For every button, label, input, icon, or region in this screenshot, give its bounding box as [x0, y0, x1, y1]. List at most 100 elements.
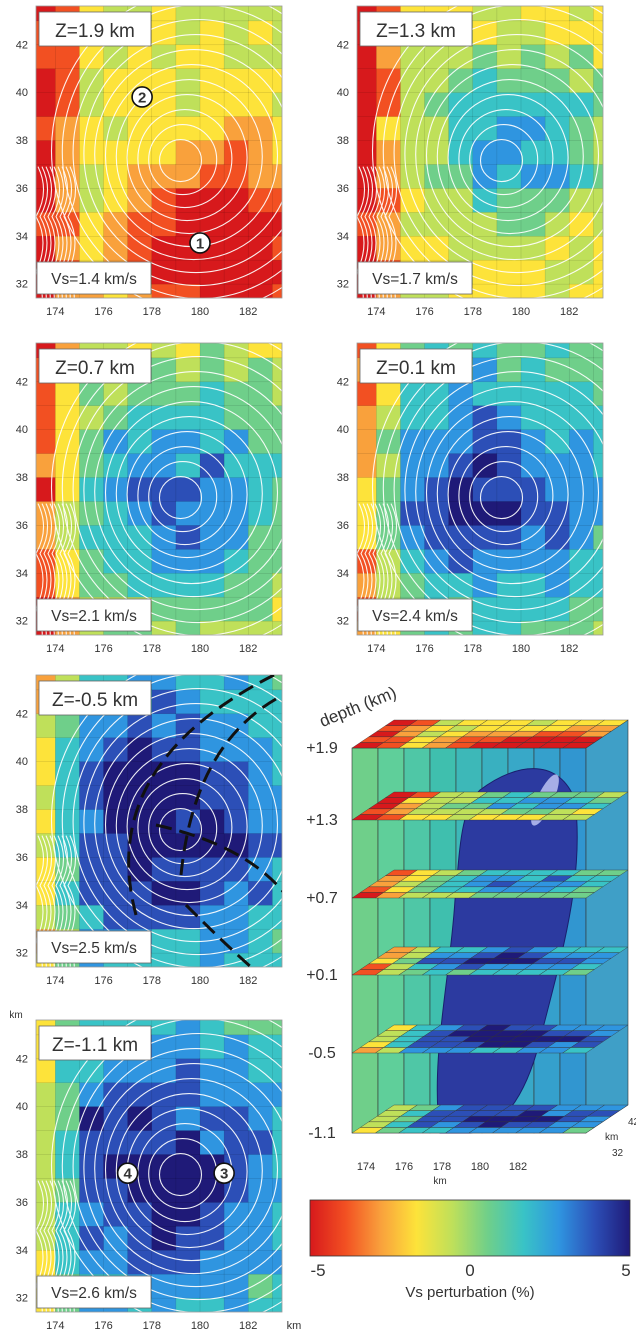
heatmap-cell [568, 6, 595, 22]
heatmap-cell [593, 6, 603, 22]
x-tick-label: 174 [46, 306, 64, 318]
heatmap-cell [127, 404, 153, 430]
heatmap-cell [175, 139, 201, 165]
slice-cell [595, 1104, 629, 1111]
caldera-rim-line [155, 823, 282, 893]
heatmap-cell [175, 880, 201, 906]
heatmap-cell [151, 404, 177, 430]
heatmap-cell [496, 452, 522, 478]
x-tick-label: 182 [239, 643, 257, 655]
heatmap-cell [568, 524, 595, 550]
vs-label: Vs=1.4 km/s [36, 261, 152, 295]
colorbar-min-label: -5 [310, 1261, 325, 1280]
heatmap-cell [593, 343, 603, 359]
heatmap-cell [247, 500, 274, 526]
heatmap-cell [55, 713, 81, 738]
heatmap-cell [199, 1297, 225, 1312]
heatmap-cell [79, 1105, 105, 1131]
heatmap-cell [520, 6, 546, 22]
heatmap-cell [127, 736, 153, 762]
x-tick-label: 178 [143, 643, 161, 655]
vs-label-box [36, 598, 152, 632]
heatmap-cell [272, 1153, 282, 1179]
heatmap-cell [357, 428, 378, 454]
heatmap-cell [272, 928, 282, 954]
y-tick-label: 32 [337, 279, 349, 291]
heatmap-cell [79, 139, 105, 165]
heatmap-cell [376, 115, 402, 141]
vs-label: Vs=2.6 km/s [36, 1275, 152, 1309]
y-tick-label: 40 [337, 424, 349, 436]
heatmap-cell [544, 67, 570, 93]
heatmap-cell [272, 832, 282, 858]
topo-contour [50, 6, 282, 298]
x-tick-label: 176 [415, 643, 433, 655]
heatmap-cell [79, 381, 105, 406]
anomaly-marker-circle [213, 1162, 235, 1184]
heatmap-cell [544, 115, 570, 141]
heatmap-cell [151, 6, 177, 22]
heatmap-cell [151, 524, 177, 550]
heatmap-cell [272, 596, 282, 622]
heatmap-cell [593, 139, 603, 165]
heatmap-cell [223, 524, 249, 550]
heatmap-cell [175, 283, 201, 298]
heatmap-cell [247, 404, 274, 430]
heatmap-cell [593, 235, 603, 261]
heatmap-cell [175, 1153, 201, 1179]
anomaly-marker: 3 [213, 1162, 235, 1184]
heatmap-cell [175, 6, 201, 22]
x-tick-label: 182 [239, 306, 257, 318]
heatmap-cell [272, 952, 282, 967]
x-tick-label: 180 [191, 975, 209, 987]
heatmap-cell [593, 524, 603, 550]
x-tick-label: 180 [512, 643, 530, 655]
heatmap-cell [568, 404, 595, 430]
heatmap-cell [496, 357, 522, 383]
heatmap-cell [496, 115, 522, 141]
heatmap-cell [79, 1201, 105, 1227]
heatmap-cell [127, 1201, 153, 1227]
heatmap-cell [400, 91, 426, 117]
heatmap-cell [223, 452, 249, 478]
heatmap-cell [424, 476, 450, 502]
heatmap-cell [544, 357, 570, 383]
depth-label-box [38, 680, 152, 716]
heatmap-cell [272, 904, 282, 930]
slice-cell [595, 946, 629, 953]
heatmap-cell [272, 20, 282, 46]
heatmap-cell [199, 44, 225, 69]
anomaly-marker-number: 4 [123, 1166, 132, 1183]
topo-contour [158, 476, 203, 520]
heatmap-cell [175, 572, 201, 598]
panel-frame [35, 1019, 283, 1313]
heatmap-cell [79, 428, 105, 454]
heatmap-cell [568, 115, 595, 141]
heatmap-cell [175, 1034, 201, 1060]
anomaly-marker: 4 [116, 1162, 139, 1184]
heatmap-cell [175, 20, 201, 46]
heatmap-cell [103, 548, 129, 574]
heatmap-cell [199, 139, 225, 165]
x-tick-label: 174 [46, 643, 64, 655]
slice-cell [595, 1024, 629, 1031]
slice-cell [595, 791, 629, 798]
map-panel: Z=0.1 km Vs=2.4 km/s 32 34 36 38 40 42 174 176 178… [337, 342, 604, 655]
heatmap-cell [544, 572, 570, 598]
depth-slice [351, 1104, 629, 1134]
depth-slice [351, 946, 629, 976]
vs-label: Vs=1.7 km/s [357, 261, 473, 295]
heatmap-cell [175, 1020, 201, 1036]
heatmap-cell [223, 1249, 249, 1275]
heatmap-cell [272, 675, 282, 691]
heatmap-cell [199, 1034, 225, 1060]
colorbar: -5 0 5 Vs perturbation (%) [309, 1199, 631, 1301]
heatmap-cell [151, 1249, 177, 1275]
heatmap-cell [568, 596, 595, 622]
heatmap-cell [199, 357, 225, 383]
heatmap-cell [593, 548, 603, 574]
heatmap-cell [247, 1201, 274, 1227]
heatmap-cell [175, 1249, 201, 1275]
x-tick-label: 178 [143, 1320, 161, 1332]
heatmap-cell [223, 404, 249, 430]
